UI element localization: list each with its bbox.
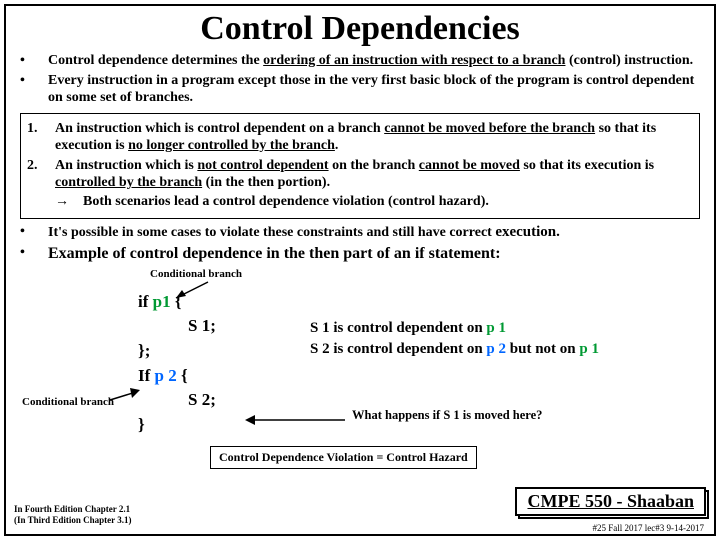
violation-box: Control Dependence Violation = Control H…: [210, 446, 477, 469]
bullet-marker: •: [20, 244, 48, 264]
bullet-text: Every instruction in a program except th…: [48, 72, 700, 107]
bullet-marker: •: [20, 223, 48, 242]
bullet-text: It's possible in some cases to violate t…: [48, 223, 700, 242]
bullet-text: Control dependence determines the orderi…: [48, 52, 700, 70]
list-text: An instruction which is control dependen…: [55, 120, 693, 155]
list-marker: 1.: [27, 120, 55, 155]
bullet-marker: •: [20, 52, 48, 70]
course-box: CMPE 550 - Shaaban: [515, 487, 706, 516]
what-happens-question: What happens if S 1 is moved here?: [352, 408, 542, 423]
example-block: Conditional branch if p1 { S 1; }; If p …: [20, 268, 700, 498]
conditional-branch-label-top: Conditional branch: [150, 268, 242, 280]
p1-ref: p1: [153, 292, 171, 311]
bullet-marker: •: [20, 72, 48, 107]
bullet-text: Example of control dependence in the the…: [48, 244, 700, 264]
arrow-left-icon: [245, 412, 345, 428]
list-text: An instruction which is not control depe…: [55, 157, 693, 211]
slide-number: #25 Fall 2017 lec#3 9-14-2017: [593, 523, 705, 533]
list-marker: 2.: [27, 157, 55, 211]
p2-ref: p 2: [155, 366, 177, 385]
rules-box: 1.An instruction which is control depend…: [20, 113, 700, 220]
code-block: if p1 { S 1; }; If p 2 { S 2; }: [138, 290, 216, 438]
page-title: Control Dependencies: [20, 10, 700, 48]
arrow-right-icon: [110, 392, 150, 412]
edition-note: In Fourth Edition Chapter 2.1 (In Third …: [14, 504, 131, 526]
dependency-text: S 1 is control dependent on p 1 S 2 is c…: [310, 318, 599, 360]
conditional-branch-label-left: Conditional branch: [22, 396, 114, 408]
intro-bullets: •Control dependence determines the order…: [20, 52, 700, 107]
